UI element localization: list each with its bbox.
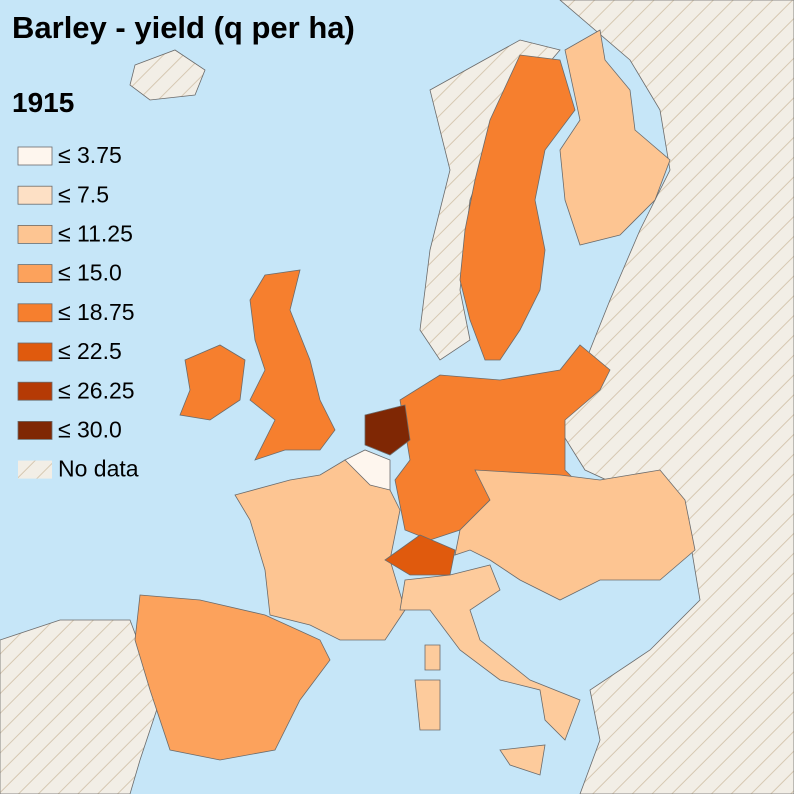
legend-swatch bbox=[18, 460, 52, 479]
great-britain bbox=[249, 269, 336, 461]
sardinia bbox=[414, 679, 441, 731]
no-data-iceland bbox=[129, 49, 206, 101]
year: 1915 bbox=[12, 87, 74, 118]
legend-swatch bbox=[17, 381, 53, 401]
legend-label: ≤ 11.25 bbox=[58, 220, 133, 246]
legend-swatch bbox=[17, 146, 53, 166]
legend-swatch bbox=[17, 420, 53, 440]
legend-label: ≤ 26.25 bbox=[58, 377, 135, 403]
legend-label: ≤ 30.0 bbox=[58, 416, 122, 442]
legend-label: ≤ 18.75 bbox=[58, 299, 135, 325]
no-data-norway bbox=[419, 39, 561, 361]
ireland bbox=[179, 344, 246, 421]
legend-label: ≤ 7.5 bbox=[58, 181, 109, 207]
legend-swatch bbox=[17, 264, 53, 284]
no-data-africa bbox=[0, 619, 161, 794]
italy bbox=[399, 564, 581, 741]
corsica bbox=[424, 644, 441, 671]
legend-swatch bbox=[17, 342, 53, 362]
legend-label: ≤ 22.5 bbox=[58, 338, 122, 364]
map-title: Barley - yield (q per ha) bbox=[12, 10, 355, 45]
sweden bbox=[459, 54, 576, 361]
germany bbox=[394, 344, 611, 541]
netherlands bbox=[364, 404, 411, 456]
legend-swatch bbox=[17, 185, 53, 205]
sicily bbox=[499, 744, 546, 776]
switzerland bbox=[384, 534, 456, 576]
legend-label: ≤ 15.0 bbox=[58, 260, 122, 286]
legend-swatch bbox=[17, 303, 53, 323]
spain bbox=[134, 594, 331, 761]
legend: ≤ 3.75 ≤ 7.5 ≤ 11.25 ≤ 15.0 ≤ 18.75 ≤ 22.5 ≤ 2… bbox=[17, 142, 139, 482]
legend-swatch bbox=[17, 224, 53, 244]
austria-hungary bbox=[454, 469, 696, 601]
belgium bbox=[344, 449, 391, 491]
finland bbox=[559, 29, 671, 246]
legend-label: ≤ 3.75 bbox=[58, 142, 122, 168]
legend-label: No data bbox=[58, 456, 139, 482]
